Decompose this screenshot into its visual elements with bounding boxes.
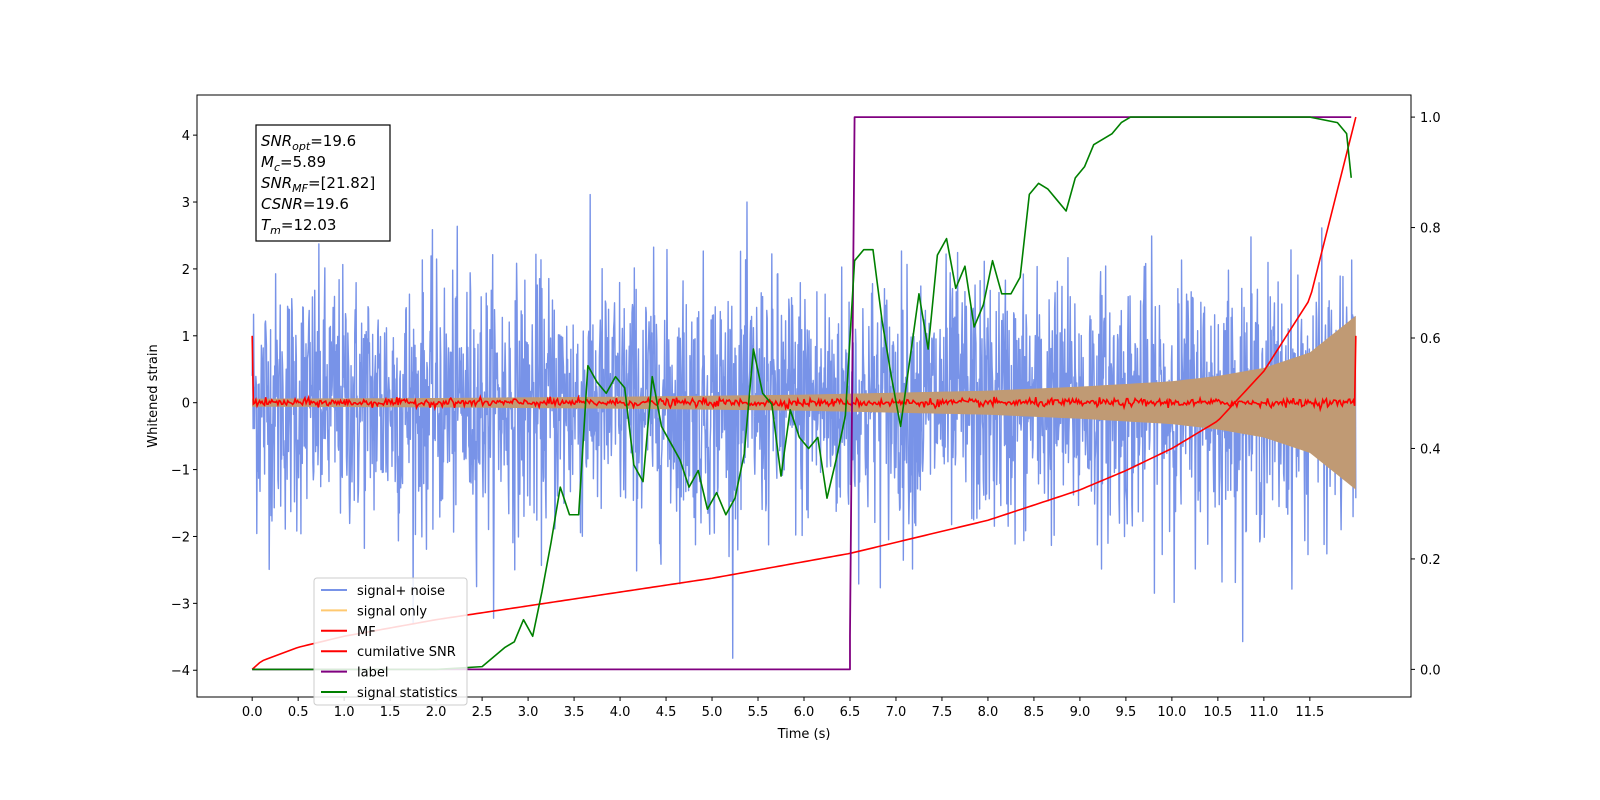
y2-tick-label: 0.2 — [1420, 553, 1441, 568]
x-tick-label: 10.0 — [1157, 705, 1186, 720]
x-tick-label: 6.0 — [794, 705, 815, 720]
y-axis-label: Whitened strain — [146, 344, 161, 447]
annotation-box: SNRopt=19.6Mc=5.89SNRMF=[21.82]CSNR=19.6… — [255, 124, 391, 242]
x-tick-label: 1.0 — [334, 705, 355, 720]
x-tick-label: 11.0 — [1249, 705, 1278, 720]
x-tick-label: 11.5 — [1295, 705, 1324, 720]
y-tick-label: 1 — [182, 330, 190, 345]
y-tick-label: 2 — [182, 263, 190, 278]
y-tick-label: −2 — [171, 530, 190, 545]
x-tick-label: 1.5 — [380, 705, 401, 720]
y2-tick-label: 0.4 — [1420, 442, 1441, 457]
y-tick-label: −3 — [171, 597, 190, 612]
annotation-line: Tm=12.03 — [261, 216, 336, 237]
x-tick-label: 4.0 — [610, 705, 631, 720]
legend-entry: label — [357, 666, 388, 681]
x-tick-label: 3.5 — [564, 705, 585, 720]
x-tick-label: 2.5 — [472, 705, 493, 720]
legend-entry: signal statistics — [357, 686, 458, 701]
legend-entry: cumilative SNR — [357, 645, 456, 660]
x-tick-label: 9.0 — [1070, 705, 1091, 720]
y-tick-label: 0 — [182, 397, 190, 412]
x-tick-label: 9.5 — [1116, 705, 1137, 720]
x-tick-label: 0.0 — [242, 705, 263, 720]
y2-tick-label: 0.8 — [1420, 222, 1441, 237]
legend: signal+ noise signal only MF cumilative SNR… — [313, 577, 468, 706]
annotation-frame — [255, 124, 391, 242]
y2-tick-label: 1.0 — [1420, 111, 1441, 126]
x-tick-label: 6.5 — [840, 705, 861, 720]
x-tick-label: 3.0 — [518, 705, 539, 720]
annotation-line: SNRopt=19.6 — [261, 132, 356, 153]
x-tick-label: 8.0 — [978, 705, 999, 720]
axis-ticks: 0.0 0.5 1.0 1.5 2.0 2.5 3.0 3.5 4.0 4.5 5.0 5.5 6.0 6… — [171, 111, 1441, 720]
y-tick-label: 3 — [182, 196, 190, 211]
mf-line — [251, 335, 1357, 413]
x-tick-label: 5.5 — [748, 705, 769, 720]
signal-statistics-line — [252, 116, 1353, 671]
legend-entry: signal only — [357, 604, 427, 619]
y-tick-label: −1 — [171, 464, 190, 479]
x-tick-label: 4.5 — [656, 705, 677, 720]
x-tick-label: 8.5 — [1024, 705, 1045, 720]
y-tick-label: −4 — [171, 664, 190, 679]
legend-entry: signal+ noise — [357, 584, 445, 599]
x-tick-label: 5.0 — [702, 705, 723, 720]
annotation-line: Mc=5.89 — [261, 153, 326, 174]
annotation-line: CSNR=19.6 — [261, 195, 349, 213]
legend-frame — [313, 577, 468, 706]
x-tick-label: 2.0 — [426, 705, 447, 720]
x-axis-label: Time (s) — [777, 727, 831, 742]
x-tick-label: 7.0 — [886, 705, 907, 720]
label-line — [252, 116, 1352, 671]
x-tick-label: 7.5 — [932, 705, 953, 720]
legend-entry: MF — [357, 625, 376, 640]
x-tick-label: 0.5 — [288, 705, 309, 720]
annotation-line: SNRMF=[21.82] — [261, 174, 375, 195]
y-tick-label: 4 — [182, 129, 190, 144]
y2-tick-label: 0.6 — [1420, 332, 1441, 347]
x-tick-label: 10.5 — [1203, 705, 1232, 720]
y2-tick-label: 0.0 — [1420, 663, 1441, 678]
